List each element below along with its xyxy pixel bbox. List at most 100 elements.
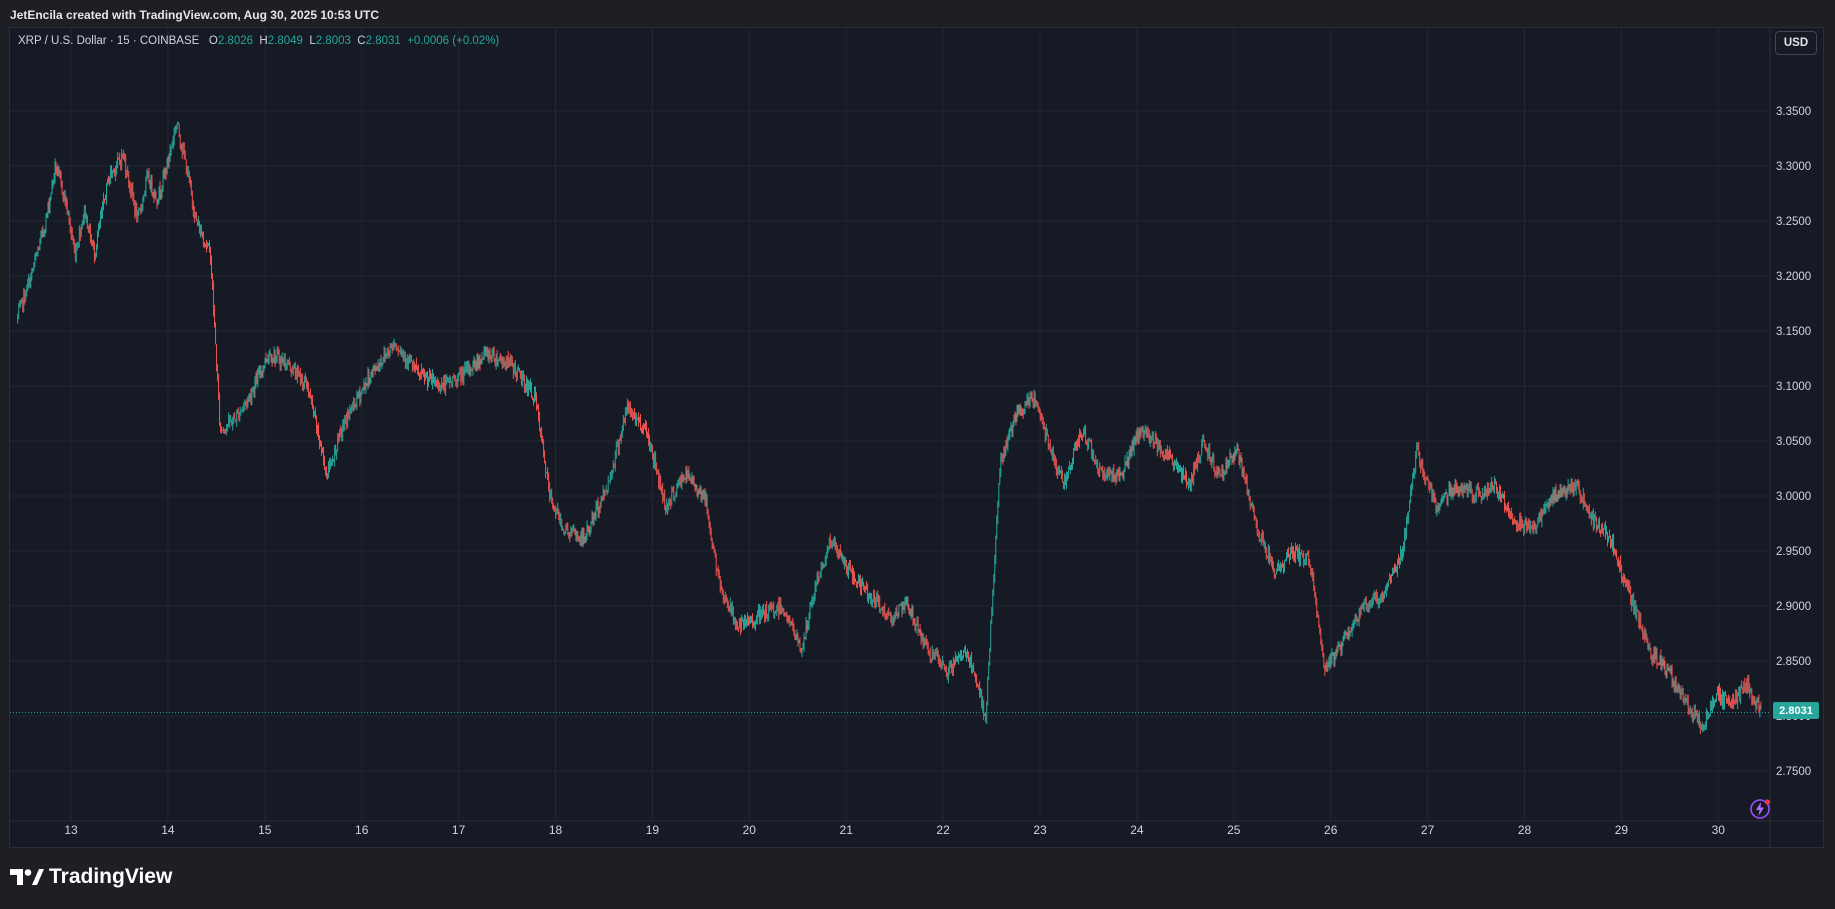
candle-body: [1504, 495, 1505, 507]
candle-body: [1708, 716, 1709, 718]
candle-body: [1403, 547, 1404, 552]
candle-body: [1031, 397, 1033, 400]
candle-body: [303, 382, 304, 387]
candle-body: [1317, 614, 1319, 617]
candle-body: [90, 225, 91, 241]
candle-body: [1023, 411, 1025, 413]
candle-body: [445, 379, 446, 392]
candle-body: [1194, 465, 1195, 469]
symbol-name[interactable]: XRP / U.S. Dollar · 15 · COINBASE: [18, 35, 200, 47]
candle-body: [906, 600, 908, 602]
candle-body: [618, 444, 619, 450]
candle-body: [1155, 436, 1156, 444]
candle-body: [1519, 516, 1520, 527]
candle-body: [1118, 470, 1120, 480]
candle-body: [1388, 580, 1389, 583]
candle-body: [813, 597, 815, 599]
candle-body: [1366, 607, 1368, 608]
candle-body: [1391, 574, 1392, 583]
candle-body: [1474, 496, 1476, 500]
candle-body: [957, 657, 958, 661]
candle-body: [432, 375, 433, 383]
chart-frame[interactable]: [9, 27, 1824, 848]
candle-body: [696, 486, 698, 493]
candle-body: [452, 377, 453, 384]
candle-body: [1182, 468, 1183, 478]
candle-body: [1221, 466, 1223, 476]
candle-body: [1373, 596, 1374, 601]
candle-body: [822, 563, 824, 566]
candle-body: [911, 608, 913, 614]
candle-body: [1423, 473, 1425, 476]
candle-body: [706, 497, 708, 514]
candle-body: [533, 399, 534, 401]
candle-body: [1176, 461, 1177, 466]
candle-body: [596, 502, 598, 507]
candle-body: [1305, 559, 1306, 561]
candle-body: [332, 459, 333, 466]
candle-body: [241, 409, 243, 412]
candle-body: [1498, 494, 1499, 496]
candle-body: [754, 624, 755, 626]
candle-body: [925, 639, 927, 642]
candle-body: [438, 380, 439, 388]
currency-button[interactable]: USD: [1775, 31, 1817, 55]
candle-body: [931, 651, 933, 660]
tradingview-logo[interactable]: TradingView: [10, 865, 172, 889]
candle-body: [1401, 549, 1402, 558]
candle-body: [1255, 518, 1257, 524]
candle-body: [803, 638, 805, 648]
candle-body: [768, 606, 769, 619]
candle-body: [1415, 454, 1416, 470]
candle-body: [896, 609, 898, 614]
candle-body: [869, 593, 870, 599]
candle-body: [470, 368, 472, 371]
candle-body: [503, 360, 505, 364]
date-tick-label: 28: [1518, 823, 1532, 837]
candle-body: [1728, 698, 1729, 700]
candle-body: [419, 372, 420, 376]
candle-body: [493, 349, 495, 359]
candle-body: [954, 660, 955, 665]
candle-body: [1009, 430, 1011, 434]
candle-body: [141, 207, 143, 210]
candle-body: [1491, 483, 1492, 488]
candle-body: [767, 618, 768, 620]
candle-body: [490, 356, 492, 361]
candle-body: [287, 361, 289, 366]
candle-body: [1582, 493, 1584, 504]
candle-body: [878, 599, 879, 602]
candle-body: [1095, 461, 1096, 464]
candle-body: [391, 345, 393, 348]
candle-body: [1033, 395, 1035, 403]
candle-body: [1724, 695, 1725, 704]
candle-body: [1729, 699, 1730, 705]
candle-body: [58, 169, 60, 173]
candle-body: [789, 621, 791, 624]
candle-body: [510, 357, 511, 362]
candle-body: [1179, 465, 1180, 470]
candle-body: [622, 427, 623, 433]
candle-body: [212, 274, 213, 287]
candle-body: [987, 678, 988, 705]
candle-body: [836, 544, 837, 552]
candle-body: [668, 499, 670, 510]
candle-body: [406, 360, 407, 364]
candle-body: [53, 176, 55, 181]
candle-body: [1542, 510, 1544, 514]
flash-icon[interactable]: [1748, 797, 1772, 821]
candle-body: [1584, 493, 1585, 506]
candle-body: [46, 214, 48, 217]
candle-body: [951, 662, 952, 670]
candle-body: [387, 351, 389, 355]
candle-body: [172, 140, 174, 144]
candle-body: [649, 439, 650, 448]
candle-body: [1367, 604, 1369, 608]
candle-body: [1066, 475, 1067, 485]
candle-body: [290, 369, 292, 373]
candle-body: [1670, 668, 1672, 670]
candle-body: [518, 368, 519, 370]
candle-body: [635, 415, 636, 423]
candle-body: [1294, 551, 1295, 560]
